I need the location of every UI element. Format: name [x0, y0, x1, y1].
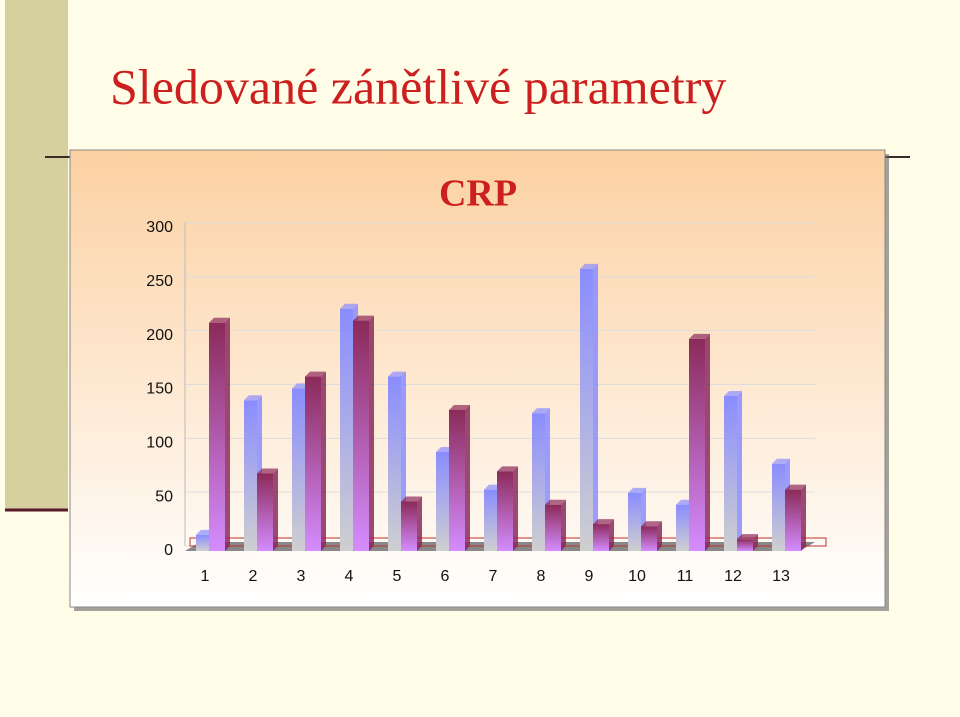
bar — [196, 534, 209, 551]
x-tick-label: 8 — [537, 568, 546, 585]
bar-side — [513, 466, 518, 551]
bar-side — [321, 371, 326, 551]
bar-top — [689, 333, 710, 339]
y-tick-label: 0 — [164, 542, 173, 559]
bar — [785, 489, 801, 551]
x-tick-label: 12 — [724, 568, 742, 585]
bar — [724, 395, 737, 551]
bar-side — [737, 390, 742, 551]
bar-side — [369, 315, 374, 551]
bar-side — [801, 484, 806, 551]
bar-top — [209, 317, 230, 323]
bar-top — [340, 303, 358, 309]
bar — [388, 376, 401, 551]
bar — [484, 489, 497, 551]
bar-side — [593, 263, 598, 551]
slide-title: Sledované zánětlivé parametry — [110, 58, 726, 114]
x-tick-label: 13 — [772, 568, 790, 585]
bar — [737, 539, 753, 551]
chart-title: CRP — [439, 173, 517, 215]
bar-side — [609, 519, 614, 551]
bar — [532, 413, 545, 551]
bar-top — [244, 395, 262, 401]
bar-side — [417, 496, 422, 551]
bar-top — [737, 534, 758, 540]
y-tick-label: 50 — [155, 488, 173, 505]
y-tick-label: 300 — [146, 219, 173, 236]
bar-top — [641, 521, 662, 527]
bar-top — [593, 519, 614, 525]
bar — [497, 471, 513, 551]
x-tick-label: 2 — [249, 568, 258, 585]
bar-top — [305, 371, 326, 377]
bar — [305, 376, 321, 551]
bar-side — [657, 521, 662, 551]
bar-top — [497, 466, 518, 472]
x-tick-label: 1 — [201, 568, 210, 585]
bar — [772, 463, 785, 551]
x-tick-label: 9 — [585, 568, 594, 585]
bar-side — [561, 499, 566, 551]
bar — [641, 526, 657, 551]
bar-top — [545, 499, 566, 505]
x-tick-label: 11 — [677, 568, 694, 585]
bar-top — [353, 315, 374, 321]
y-tick-label: 250 — [146, 273, 173, 290]
bar-side — [273, 468, 278, 551]
x-tick-label: 10 — [628, 568, 646, 585]
bar — [628, 492, 641, 551]
bar-top — [257, 468, 278, 474]
x-tick-label: 6 — [441, 568, 450, 585]
bar — [340, 308, 353, 551]
bar-top — [401, 496, 422, 502]
bar — [580, 268, 593, 551]
bar-side — [753, 534, 758, 551]
x-tick-label: 5 — [393, 568, 402, 585]
bar-top — [449, 404, 470, 410]
bar — [244, 400, 257, 551]
side-band — [5, 0, 68, 510]
bar-side — [705, 333, 710, 551]
bar — [353, 320, 369, 551]
bar — [401, 501, 417, 551]
bar-top — [532, 408, 550, 414]
bar — [257, 473, 273, 551]
bar-top — [785, 484, 806, 490]
bar — [449, 409, 465, 551]
bar-side — [225, 317, 230, 551]
bar — [545, 504, 561, 551]
bar — [209, 322, 225, 551]
y-tick-label: 100 — [146, 435, 173, 452]
y-tick-label: 200 — [146, 327, 173, 344]
bar — [436, 451, 449, 551]
bar — [292, 388, 305, 551]
bar-side — [465, 404, 470, 551]
bar — [689, 338, 705, 551]
bar — [676, 504, 689, 551]
x-tick-label: 7 — [489, 568, 498, 585]
bar — [593, 524, 609, 551]
bar-top — [772, 458, 790, 464]
bar-top — [388, 371, 406, 377]
x-tick-label: 4 — [345, 568, 354, 585]
bar-top — [580, 263, 598, 269]
y-tick-label: 150 — [146, 381, 173, 398]
x-tick-label: 3 — [297, 568, 306, 585]
bar-top — [628, 487, 646, 493]
bar-top — [724, 390, 742, 396]
